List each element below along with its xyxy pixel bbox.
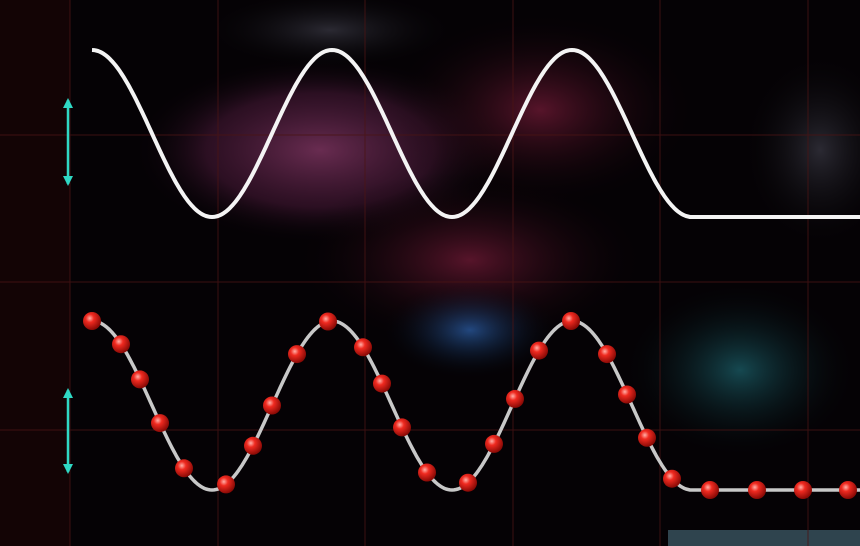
particle [175,459,193,478]
particle-wave-string [91,319,860,492]
particle [393,418,411,437]
background-blob [620,280,860,460]
background-blob [380,10,700,210]
particle [839,481,857,499]
particle [748,481,766,499]
continuous-wave [91,48,860,219]
particle [151,414,169,433]
background-blob [200,0,460,70]
particle [485,434,503,453]
background-blob [740,50,860,250]
particle [217,475,235,494]
background-blob [380,280,560,380]
particle [373,374,391,393]
particle [638,428,656,447]
particle [83,312,101,330]
particle [530,341,548,360]
particle [112,335,130,354]
particle [701,481,719,499]
particle [663,469,681,488]
particle [459,473,477,492]
particle [418,463,436,482]
particle [244,436,262,455]
particle [562,312,580,330]
particle [319,312,337,331]
particle [794,481,812,499]
particle [618,385,636,404]
left-strip [0,0,70,546]
particle [598,345,616,364]
particle [263,396,281,415]
particle [288,345,306,364]
background-patch [668,530,860,546]
particle [131,370,149,389]
particle [354,338,372,357]
particle [506,389,524,408]
waves [83,48,860,499]
background-blob [290,170,650,350]
